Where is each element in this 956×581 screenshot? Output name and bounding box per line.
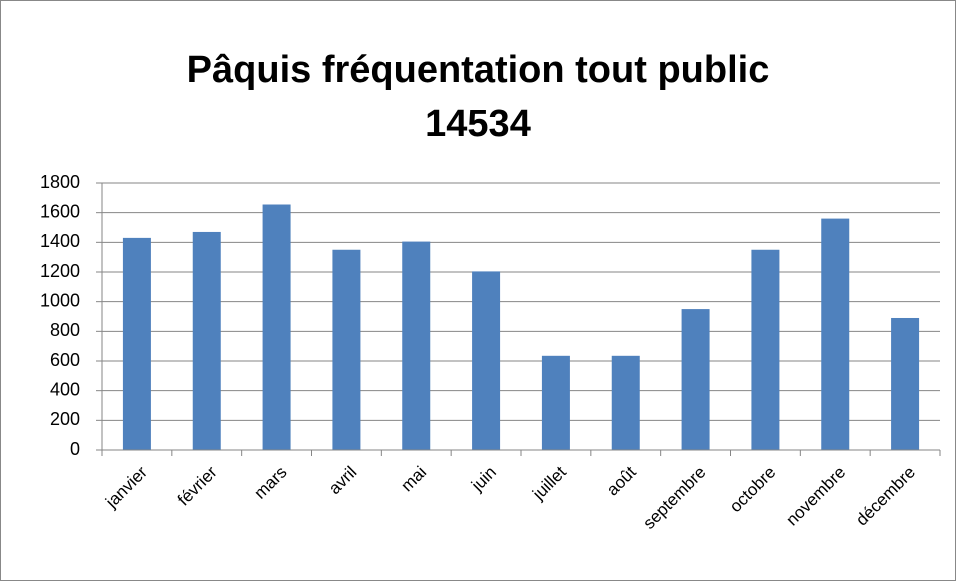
y-tick-label: 1200 [40,261,80,281]
y-tick-label: 1400 [40,231,80,251]
bar [821,218,850,450]
bar [541,355,570,450]
bar [402,241,431,450]
bar [332,249,361,450]
bar [751,249,780,450]
bar [192,231,221,450]
y-tick-label: 1000 [40,290,80,310]
y-tick-label: 200 [50,409,80,429]
bar [472,271,501,450]
y-tick-label: 1600 [40,201,80,221]
chart-title: 14534 [425,103,531,145]
y-tick-label: 1800 [40,172,80,192]
y-tick-label: 600 [50,350,80,370]
bar [122,237,151,450]
y-tick-label: 0 [70,439,80,459]
bar [891,317,920,450]
chart-title: Pâquis fréquentation tout public [187,49,770,91]
y-tick-label: 800 [50,320,80,340]
bar [262,204,291,450]
bar [681,309,710,450]
y-tick-label: 400 [50,379,80,399]
bar [611,355,640,450]
